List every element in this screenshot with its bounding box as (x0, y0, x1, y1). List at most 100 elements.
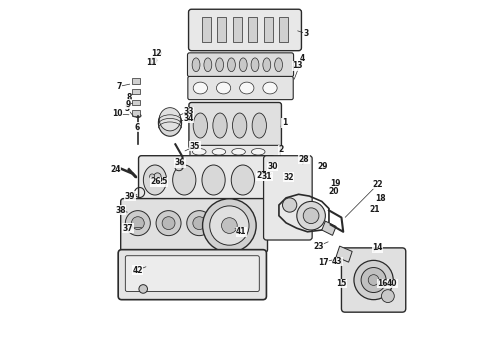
Text: 32: 32 (283, 173, 294, 182)
Ellipse shape (231, 165, 254, 195)
Ellipse shape (158, 109, 182, 136)
Bar (202, 18, 211, 42)
Ellipse shape (240, 82, 254, 94)
Circle shape (361, 267, 386, 293)
Text: 33: 33 (183, 107, 194, 116)
FancyBboxPatch shape (189, 103, 281, 149)
Text: 14: 14 (372, 243, 382, 252)
FancyBboxPatch shape (188, 76, 293, 100)
Text: 9: 9 (125, 100, 130, 109)
Ellipse shape (135, 114, 141, 117)
Circle shape (157, 51, 161, 55)
Text: 8: 8 (126, 93, 132, 102)
Ellipse shape (239, 58, 247, 72)
Text: 28: 28 (298, 155, 309, 164)
Ellipse shape (251, 149, 265, 155)
Text: 27: 27 (257, 171, 268, 180)
Text: 40: 40 (387, 279, 397, 288)
Circle shape (223, 217, 237, 230)
Polygon shape (322, 221, 336, 235)
Bar (264, 18, 272, 42)
Ellipse shape (212, 149, 226, 155)
Ellipse shape (275, 58, 283, 72)
Circle shape (125, 211, 150, 236)
Text: 15: 15 (336, 279, 346, 288)
Text: 12: 12 (151, 49, 162, 58)
Ellipse shape (252, 113, 267, 138)
FancyBboxPatch shape (118, 249, 267, 300)
Circle shape (149, 174, 155, 179)
Text: 2: 2 (278, 145, 283, 154)
Text: 36: 36 (175, 158, 185, 167)
Text: 29: 29 (318, 162, 328, 171)
Text: 25: 25 (157, 177, 167, 186)
Bar (132, 78, 140, 84)
Ellipse shape (216, 58, 223, 72)
Circle shape (202, 199, 256, 252)
Circle shape (187, 211, 212, 236)
Ellipse shape (204, 58, 212, 72)
Text: 10: 10 (112, 109, 122, 118)
Ellipse shape (193, 82, 207, 94)
Ellipse shape (159, 108, 181, 131)
Text: 21: 21 (369, 205, 380, 214)
Text: 38: 38 (115, 206, 126, 215)
Circle shape (193, 217, 206, 230)
Ellipse shape (202, 165, 225, 195)
Text: 34: 34 (183, 114, 194, 123)
Text: 5: 5 (124, 104, 130, 113)
Text: 41: 41 (236, 227, 246, 236)
Text: 43: 43 (332, 257, 343, 266)
Text: 4: 4 (299, 54, 305, 63)
Text: 26: 26 (150, 177, 161, 186)
Text: 19: 19 (330, 179, 340, 188)
FancyBboxPatch shape (188, 53, 294, 77)
Text: 18: 18 (375, 194, 386, 203)
Ellipse shape (232, 149, 245, 155)
FancyBboxPatch shape (342, 248, 406, 312)
Bar (132, 100, 140, 105)
Text: 20: 20 (328, 187, 339, 196)
Circle shape (368, 275, 379, 285)
Circle shape (162, 217, 175, 230)
FancyBboxPatch shape (190, 145, 280, 158)
Circle shape (154, 173, 161, 180)
FancyBboxPatch shape (125, 256, 259, 292)
Ellipse shape (251, 58, 259, 72)
Text: 3: 3 (303, 29, 308, 38)
Ellipse shape (217, 82, 231, 94)
Circle shape (297, 202, 325, 230)
Circle shape (221, 218, 237, 233)
Ellipse shape (193, 113, 207, 138)
Ellipse shape (193, 149, 206, 155)
Text: 42: 42 (133, 266, 143, 275)
FancyBboxPatch shape (189, 9, 301, 51)
Text: 13: 13 (293, 61, 303, 70)
FancyBboxPatch shape (121, 199, 268, 252)
Circle shape (303, 208, 319, 224)
Text: 11: 11 (146, 58, 157, 67)
Bar (248, 18, 257, 42)
Circle shape (210, 206, 249, 245)
Ellipse shape (232, 113, 247, 138)
Text: 35: 35 (190, 141, 200, 150)
Ellipse shape (192, 58, 200, 72)
Text: 16: 16 (377, 279, 388, 288)
Ellipse shape (263, 58, 270, 72)
Circle shape (131, 217, 144, 230)
Ellipse shape (175, 164, 183, 171)
Bar (279, 18, 288, 42)
Circle shape (381, 290, 394, 302)
Ellipse shape (172, 165, 196, 195)
Text: 1: 1 (282, 118, 287, 127)
Text: 31: 31 (262, 172, 272, 181)
FancyBboxPatch shape (264, 156, 312, 240)
FancyBboxPatch shape (139, 156, 275, 204)
Text: 30: 30 (268, 162, 278, 171)
Text: 7: 7 (117, 82, 122, 91)
Text: 22: 22 (372, 180, 383, 189)
Circle shape (283, 198, 297, 212)
Text: 17: 17 (318, 258, 329, 267)
Bar (218, 18, 226, 42)
Circle shape (218, 211, 243, 236)
